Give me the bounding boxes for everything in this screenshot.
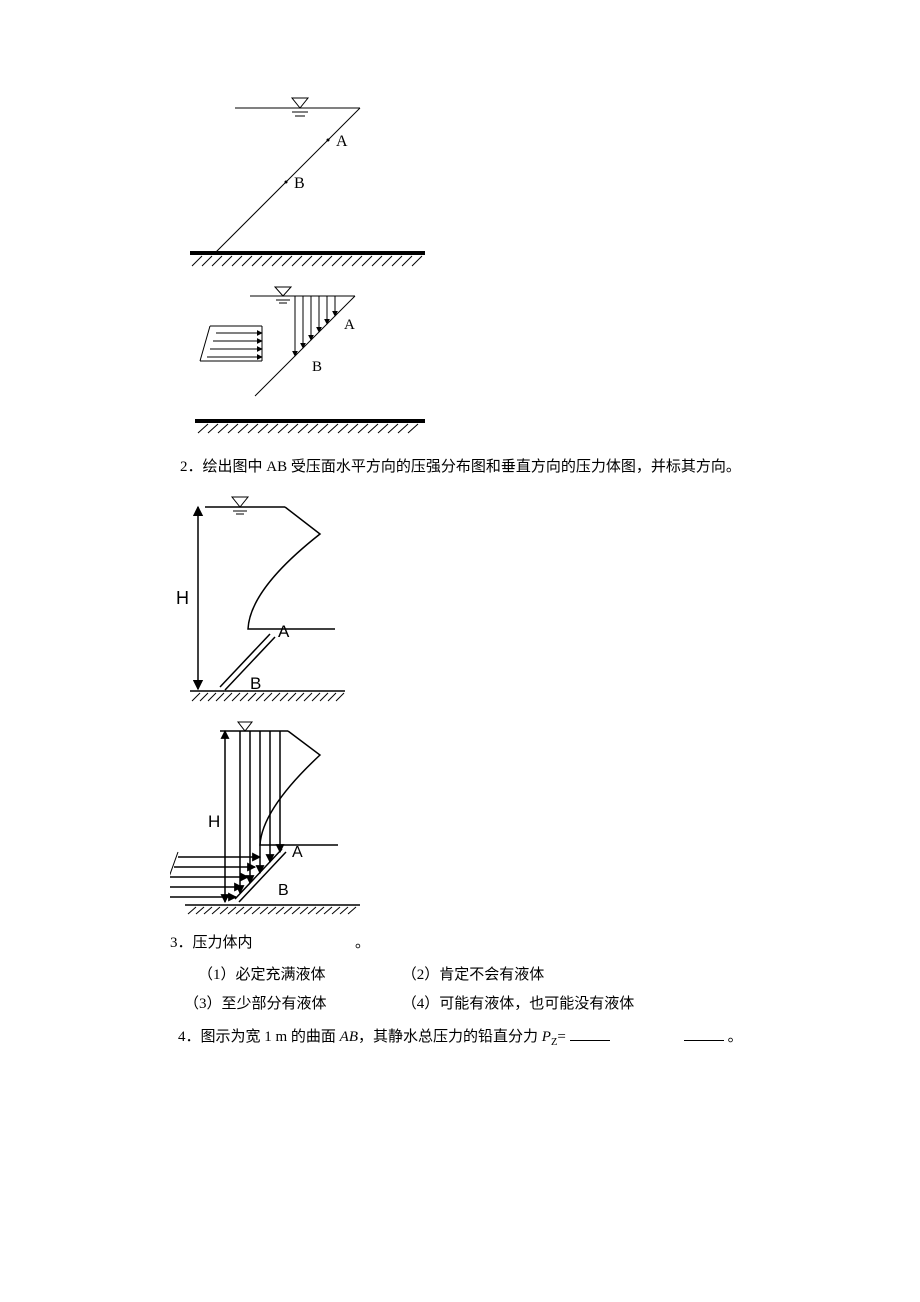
label-a: A	[278, 622, 290, 641]
q4-blank-1	[570, 1025, 610, 1041]
figure-1-top: A B	[180, 88, 800, 273]
question-3-options: （1）必定充满液体 （2）肯定不会有液体 （3）至少部分有液体 （4）可能有液体…	[198, 961, 800, 1018]
q4-end: 。	[728, 1029, 743, 1045]
q3-opt-1: （1）必定充满液体	[198, 961, 398, 990]
q4-blank-2	[684, 1025, 724, 1041]
question-2-text: 2．绘出图中 AB 受压面水平方向的压强分布图和垂直方向的压力体图，并标其方向。	[180, 454, 800, 481]
label-b: B	[250, 674, 261, 693]
label-b: B	[294, 175, 305, 192]
q3-opt-3: （3）至少部分有液体	[184, 990, 398, 1019]
q4-prefix: 4．图示为宽 1 m 的曲面	[178, 1029, 340, 1045]
label-a: A	[292, 844, 303, 861]
label-b: B	[312, 359, 322, 375]
q4-eq: =	[557, 1029, 565, 1045]
figure-2-top: A B H	[170, 489, 800, 709]
q3-stem-text: 3．压力体内	[170, 935, 253, 951]
question-4-text: 4．图示为宽 1 m 的曲面 AB，其静水总压力的铅直分力 PZ= 。	[178, 1024, 800, 1053]
q3-opt-2: （2）肯定不会有液体	[402, 961, 545, 990]
q4-p: P	[542, 1029, 551, 1045]
q3-stem-end: 。	[355, 935, 370, 951]
label-a: A	[336, 133, 348, 150]
figure-1-bottom: A B	[180, 281, 800, 446]
label-b: B	[278, 882, 289, 899]
figure-2-bottom: A B H	[170, 717, 800, 922]
q4-middle: ，其静水总压力的铅直分力	[358, 1029, 542, 1045]
label-h: H	[208, 812, 220, 831]
label-h: H	[176, 588, 189, 608]
label-a: A	[344, 317, 355, 333]
q4-ab: AB	[340, 1029, 358, 1045]
question-3-stem: 3．压力体内 。	[170, 930, 800, 957]
q3-opt-4: （4）可能有液体，也可能没有液体	[402, 990, 635, 1019]
